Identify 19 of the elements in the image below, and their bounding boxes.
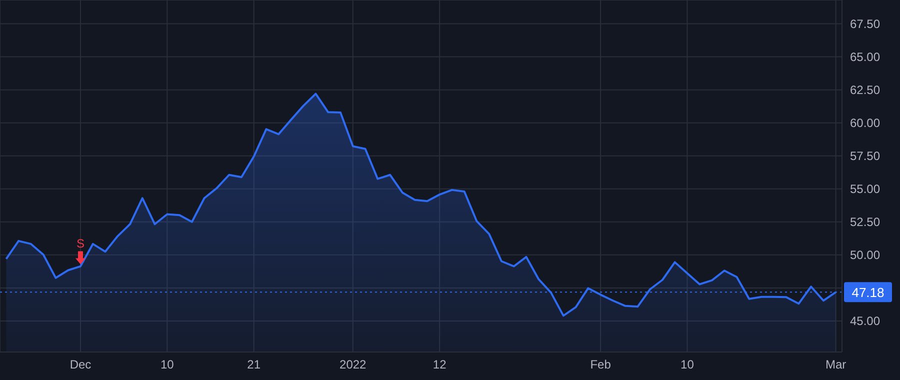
y-tick-label: 50.00 — [850, 248, 880, 262]
x-tick-label: 12 — [432, 358, 447, 372]
annotation: S — [76, 236, 84, 250]
x-tick-label: Feb — [590, 358, 612, 372]
x-tick-label: 10 — [160, 358, 174, 372]
y-tick-label: 67.50 — [850, 17, 880, 32]
x-tick-label: 10 — [680, 358, 694, 372]
x-tick-label: 2022 — [340, 358, 367, 372]
x-tick-label: Mar — [825, 358, 846, 372]
y-tick-label: 45.00 — [850, 314, 880, 328]
y-tick-label: 62.50 — [850, 83, 880, 98]
y-tick-label: 52.50 — [850, 215, 880, 230]
y-tick-label: 65.00 — [850, 50, 880, 64]
y-tick-label: 55.00 — [850, 182, 880, 196]
y-tick-label: 60.00 — [850, 116, 880, 130]
x-tick-label: Dec — [70, 358, 92, 372]
x-tick-label: 21 — [247, 358, 261, 372]
ref-line-label: 47.18 — [852, 285, 884, 300]
y-tick-label: 57.50 — [850, 149, 880, 164]
